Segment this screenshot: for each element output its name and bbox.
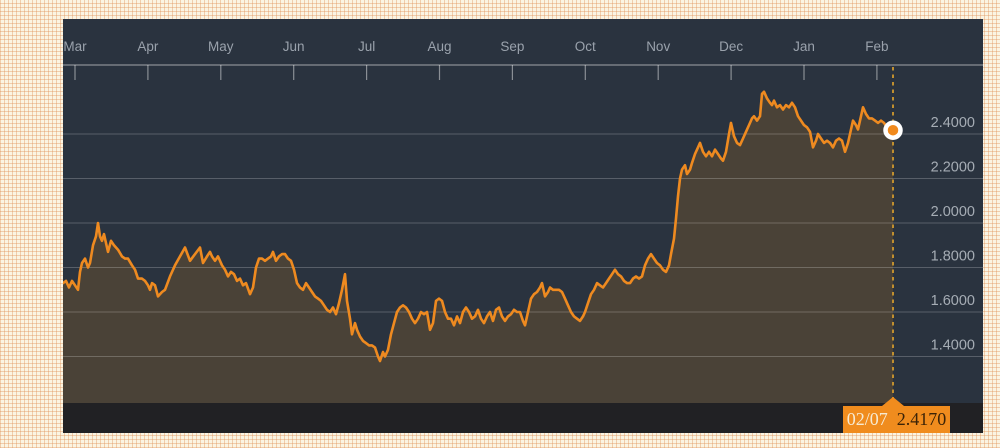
- last-price-date: 02/07: [846, 409, 888, 429]
- x-axis-month-label: Jan: [793, 39, 815, 54]
- last-price-value: 2.4170: [896, 409, 947, 429]
- y-axis-label: 2.4000: [931, 115, 975, 131]
- price-line: [63, 90, 895, 363]
- x-axis-month-label: Dec: [719, 39, 743, 54]
- y-axis-label: 1.8000: [931, 249, 975, 265]
- tag-arrow-up-icon: [882, 397, 904, 406]
- chart-bottom-bar: [63, 403, 983, 433]
- x-axis-month-label: Oct: [575, 39, 596, 54]
- price-chart[interactable]: 2.4000 2.2000 2.0000 1.8000 1.6000 1.4000 Mar A…: [63, 19, 983, 433]
- x-axis-month-label: Aug: [427, 39, 451, 54]
- x-axis-month-label: Jul: [358, 39, 375, 54]
- last-point-marker: [883, 120, 903, 140]
- x-axis-month-label: May: [208, 39, 234, 54]
- y-axis-label: 1.4000: [931, 338, 975, 354]
- price-chart-panel: 2.4000 2.2000 2.0000 1.8000 1.6000 1.4000 Mar A…: [63, 19, 983, 433]
- last-price-tag: 02/07 2.4170: [843, 397, 950, 433]
- x-axis-month-label: Feb: [865, 39, 888, 54]
- y-axis-label: 2.0000: [931, 204, 975, 220]
- y-axis-label: 1.6000: [931, 293, 975, 309]
- x-axis-month-label: Apr: [137, 39, 159, 54]
- x-axis-month-label: Mar: [63, 39, 87, 54]
- x-axis-month-label: Sep: [500, 39, 524, 54]
- y-axis-label: 2.2000: [931, 160, 975, 176]
- x-axis-month-label: Jun: [283, 39, 305, 54]
- x-axis-month-label: Nov: [646, 39, 670, 54]
